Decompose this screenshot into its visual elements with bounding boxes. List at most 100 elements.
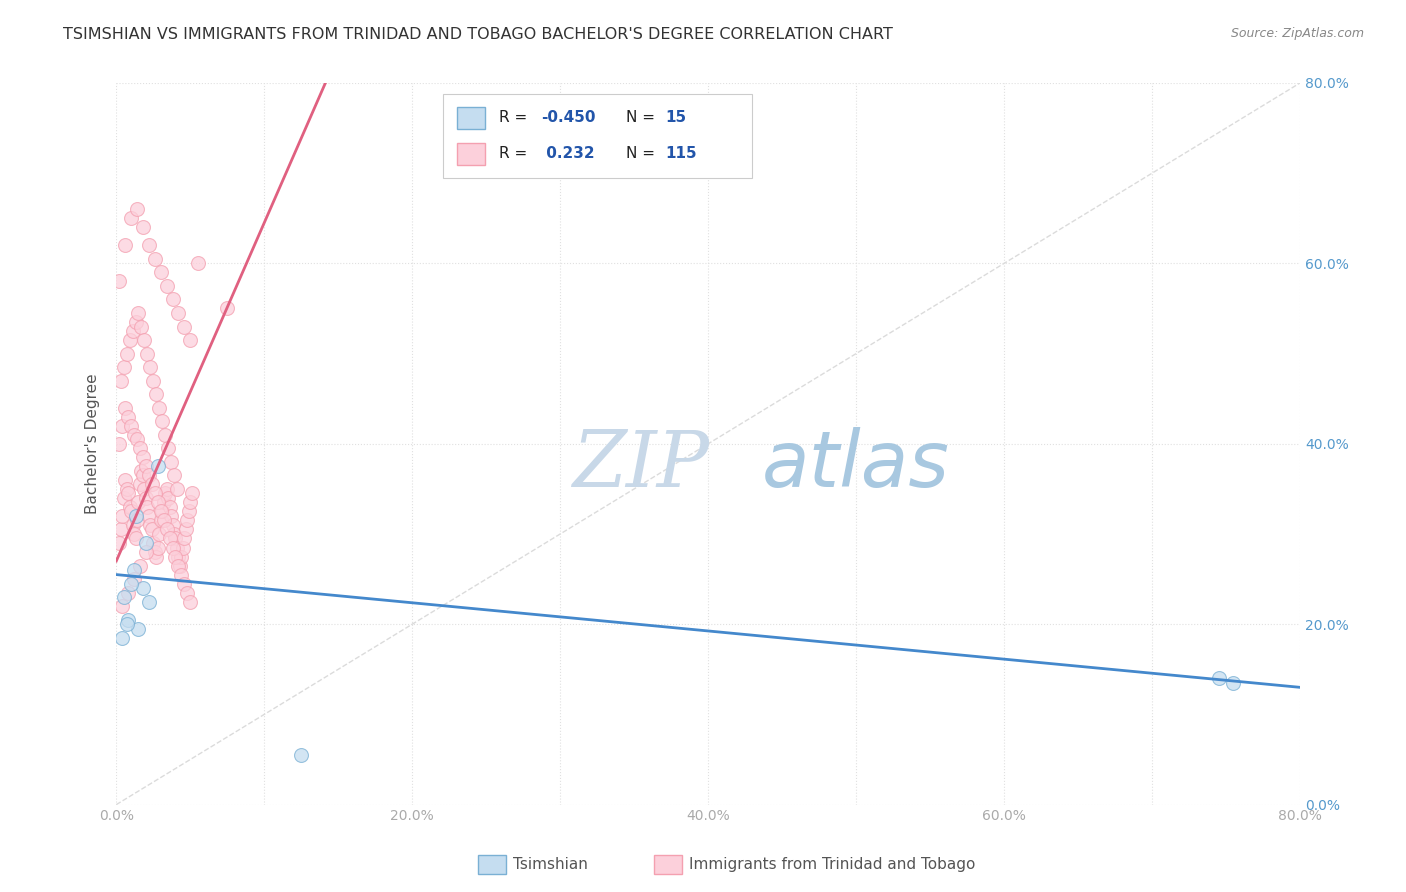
Point — [129, 477, 152, 491]
Point — [149, 513, 172, 527]
Point — [135, 491, 157, 505]
Point — [115, 482, 138, 496]
Point — [108, 437, 131, 451]
Text: 0.232: 0.232 — [541, 146, 595, 161]
Point — [135, 536, 157, 550]
Point — [129, 558, 152, 573]
Point — [143, 545, 166, 559]
Point — [148, 527, 170, 541]
Point — [148, 401, 170, 415]
Point — [155, 482, 177, 496]
Point — [125, 513, 148, 527]
Point — [115, 617, 138, 632]
Point — [120, 504, 142, 518]
Text: TSIMSHIAN VS IMMIGRANTS FROM TRINIDAD AND TOBAGO BACHELOR'S DEGREE CORRELATION C: TSIMSHIAN VS IMMIGRANTS FROM TRINIDAD AN… — [63, 27, 893, 42]
Point — [111, 418, 134, 433]
Point — [187, 256, 209, 270]
Point — [132, 581, 155, 595]
Point — [170, 549, 193, 564]
Point — [157, 491, 180, 505]
Point — [111, 508, 134, 523]
Point — [132, 468, 155, 483]
Point — [155, 279, 177, 293]
Point — [135, 459, 157, 474]
Point — [160, 508, 183, 523]
Point — [166, 482, 188, 496]
Text: N =: N = — [626, 111, 659, 125]
Point — [136, 346, 159, 360]
Point — [153, 486, 176, 500]
Point — [115, 346, 138, 360]
Point — [146, 495, 169, 509]
Point — [129, 442, 152, 456]
Point — [122, 427, 145, 442]
Point — [117, 486, 139, 500]
Point — [134, 482, 156, 496]
Point — [141, 477, 163, 491]
Point — [145, 549, 167, 564]
Point — [114, 473, 136, 487]
Point — [131, 464, 153, 478]
Point — [179, 495, 201, 509]
Point — [108, 536, 131, 550]
Point — [160, 455, 183, 469]
Point — [122, 572, 145, 586]
Point — [138, 468, 160, 483]
Point — [179, 594, 201, 608]
Text: Tsimshian: Tsimshian — [513, 857, 588, 871]
Point — [153, 427, 176, 442]
Point — [138, 508, 160, 523]
Point — [166, 541, 188, 555]
Point — [173, 319, 195, 334]
Text: Source: ZipAtlas.com: Source: ZipAtlas.com — [1230, 27, 1364, 40]
Point — [167, 306, 190, 320]
Point — [172, 541, 194, 555]
Point — [125, 202, 148, 217]
Point — [117, 613, 139, 627]
Point — [112, 360, 135, 375]
Point — [114, 238, 136, 252]
Point — [150, 504, 173, 518]
Point — [118, 333, 141, 347]
Point — [165, 549, 187, 564]
Point — [146, 459, 169, 474]
Text: R =: R = — [499, 111, 533, 125]
Point — [139, 360, 162, 375]
Point — [142, 374, 165, 388]
Point — [134, 333, 156, 347]
Text: ZIP: ZIP — [572, 427, 709, 504]
Point — [152, 495, 174, 509]
Point — [146, 541, 169, 555]
Point — [121, 324, 143, 338]
Point — [117, 409, 139, 424]
Point — [138, 594, 160, 608]
Point — [169, 558, 191, 573]
Point — [159, 500, 181, 514]
Point — [110, 374, 132, 388]
Point — [167, 558, 190, 573]
Point — [139, 518, 162, 533]
Point — [173, 532, 195, 546]
Point — [138, 238, 160, 252]
Text: -0.450: -0.450 — [541, 111, 596, 125]
Point — [170, 567, 193, 582]
Point — [173, 576, 195, 591]
Text: N =: N = — [626, 146, 659, 161]
Point — [131, 319, 153, 334]
Point — [159, 532, 181, 546]
Point — [143, 252, 166, 266]
Point — [157, 442, 180, 456]
Point — [132, 220, 155, 235]
Point — [127, 622, 149, 636]
Point — [176, 513, 198, 527]
Point — [125, 432, 148, 446]
Point — [145, 387, 167, 401]
Point — [120, 211, 142, 226]
Point — [150, 414, 173, 428]
Point — [122, 527, 145, 541]
Point — [124, 315, 146, 329]
Point — [163, 468, 186, 483]
Text: 115: 115 — [665, 146, 696, 161]
Point — [127, 306, 149, 320]
Point — [124, 508, 146, 523]
